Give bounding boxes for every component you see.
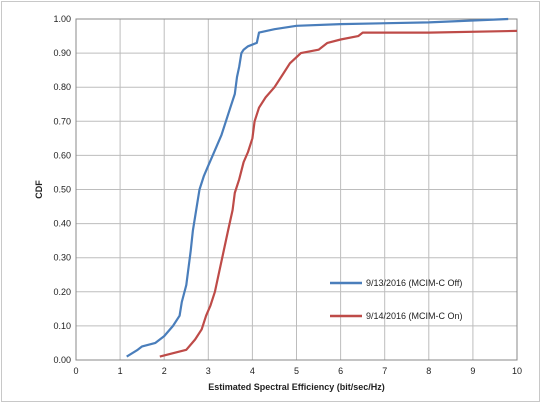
x-tick-label: 5 <box>294 366 299 376</box>
y-tick-label: 0.90 <box>53 48 71 58</box>
x-axis-ticks: 0 1 2 3 4 5 6 7 8 9 10 <box>73 366 522 376</box>
x-tick-label: 4 <box>250 366 255 376</box>
x-tick-label: 9 <box>470 366 475 376</box>
x-axis-label: Estimated Spectral Efficiency (bit/sec/H… <box>208 382 385 392</box>
x-tick-label: 1 <box>118 366 123 376</box>
y-tick-label: 0.70 <box>53 116 71 126</box>
x-tick-label: 6 <box>338 366 343 376</box>
series-line-1 <box>126 17 509 358</box>
x-tick-label: 2 <box>162 366 167 376</box>
x-tick-label: 3 <box>206 366 211 376</box>
x-tick-label: 10 <box>512 366 522 376</box>
y-tick-label: 0.80 <box>53 82 71 92</box>
y-tick-label: 0.40 <box>53 219 71 229</box>
x-tick-label: 7 <box>382 366 387 376</box>
y-tick-label: 0.20 <box>53 287 71 297</box>
x-tick-label: 0 <box>73 366 78 376</box>
y-axis-label: CDF <box>34 180 44 199</box>
y-tick-label: 1.00 <box>53 14 71 24</box>
x-tick-label: 8 <box>426 366 431 376</box>
y-tick-label: 0.10 <box>53 321 71 331</box>
y-tick-label: 0.50 <box>53 185 71 195</box>
series-lines <box>126 17 518 358</box>
grid <box>76 19 517 360</box>
legend-label-2: 9/14/2016 (MCIM-C On) <box>366 311 463 321</box>
y-axis-ticks: 0.00 0.10 0.20 0.30 0.40 0.50 0.60 0.70 0.80 0.90… <box>53 14 71 365</box>
legend-label-1: 9/13/2016 (MCIM-C Off) <box>366 278 462 288</box>
y-tick-label: 0.00 <box>53 355 71 365</box>
y-tick-label: 0.60 <box>53 150 71 160</box>
legend: 9/13/2016 (MCIM-C Off) 9/14/2016 (MCIM-C … <box>330 278 463 321</box>
plot-area <box>75 18 518 361</box>
series-line-2 <box>159 29 518 358</box>
y-tick-label: 0.30 <box>53 253 71 263</box>
